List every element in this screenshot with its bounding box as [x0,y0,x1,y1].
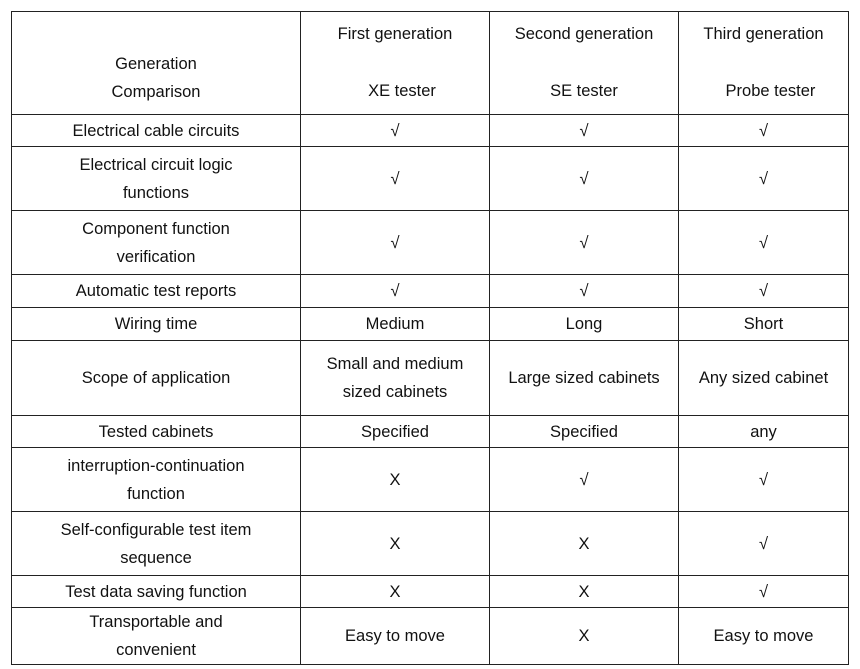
cell-value: √ [678,114,849,147]
cell-value: √ [678,511,849,576]
cell-value: Medium [300,307,490,341]
row-label: Electrical circuit logic functions [11,146,301,211]
generation-label: Second generation [514,25,654,43]
row-label: Test data saving function [11,575,301,608]
corner-cell: Generation Comparison [11,11,301,115]
cell-value: Specified [300,415,490,448]
cell-value: √ [300,274,490,308]
cell-value: √ [489,114,679,147]
table-row: Automatic test reports √ √ √ [11,274,849,308]
column-header: Second generation SE tester [489,11,679,115]
cell-value: √ [489,210,679,275]
cell-value: Short [678,307,849,341]
cell-value: X [489,511,679,576]
table-row: Wiring time Medium Long Short [11,307,849,341]
corner-line-2: Comparison [111,83,201,101]
row-label: Electrical cable circuits [11,114,301,147]
cell-value: X [300,447,490,512]
row-label: interruption-continuation function [11,447,301,512]
row-label: Tested cabinets [11,415,301,448]
row-label: Wiring time [11,307,301,341]
table-row: Electrical circuit logic functions √ √ √ [11,146,849,211]
column-header: Third generation Probe tester [678,11,849,115]
cell-value: √ [489,146,679,211]
tester-label: SE tester [550,82,618,100]
table-row: interruption-continuation function X √ √ [11,447,849,512]
cell-value: Specified [489,415,679,448]
table-row: Tested cabinets Specified Specified any [11,415,849,448]
tester-label: Probe tester [725,82,816,100]
column-header: First generation XE tester [300,11,490,115]
row-label: Component function verification [11,210,301,275]
table-row: Electrical cable circuits √ √ √ [11,114,849,147]
cell-value: √ [678,146,849,211]
table-row: Scope of application Small and medium siz… [11,340,849,416]
cell-value: X [300,575,490,608]
cell-value: Long [489,307,679,341]
cell-value: Any sized cabinet [678,340,849,416]
table-row: Transportable and convenient Easy to move… [11,607,849,665]
cell-value: Easy to move [300,607,490,665]
cell-value: √ [489,447,679,512]
generation-label: First generation [337,25,453,43]
cell-value: Large sized cabinets [489,340,679,416]
row-label: Automatic test reports [11,274,301,308]
cell-value: X [489,607,679,665]
cell-value: √ [678,210,849,275]
cell-value: √ [300,114,490,147]
cell-value: X [489,575,679,608]
header-row: Generation Comparison First generation XE… [11,11,849,115]
cell-value: √ [489,274,679,308]
cell-value: √ [678,274,849,308]
cell-value: √ [678,575,849,608]
generation-label: Third generation [703,25,824,43]
cell-value: √ [678,447,849,512]
comparison-table: Generation Comparison First generation XE… [11,11,849,665]
cell-value: Small and medium sized cabinets [300,340,490,416]
cell-value: any [678,415,849,448]
cell-value: X [300,511,490,576]
row-label: Self-configurable test item sequence [11,511,301,576]
table-row: Test data saving function X X √ [11,575,849,608]
table-row: Component function verification √ √ √ [11,210,849,275]
row-label: Scope of application [11,340,301,416]
corner-line-1: Generation [115,55,197,73]
cell-value: √ [300,210,490,275]
row-label: Transportable and convenient [11,607,301,665]
table-row: Self-configurable test item sequence X X √ [11,511,849,576]
cell-value: √ [300,146,490,211]
cell-value: Easy to move [678,607,849,665]
tester-label: XE tester [368,82,436,100]
